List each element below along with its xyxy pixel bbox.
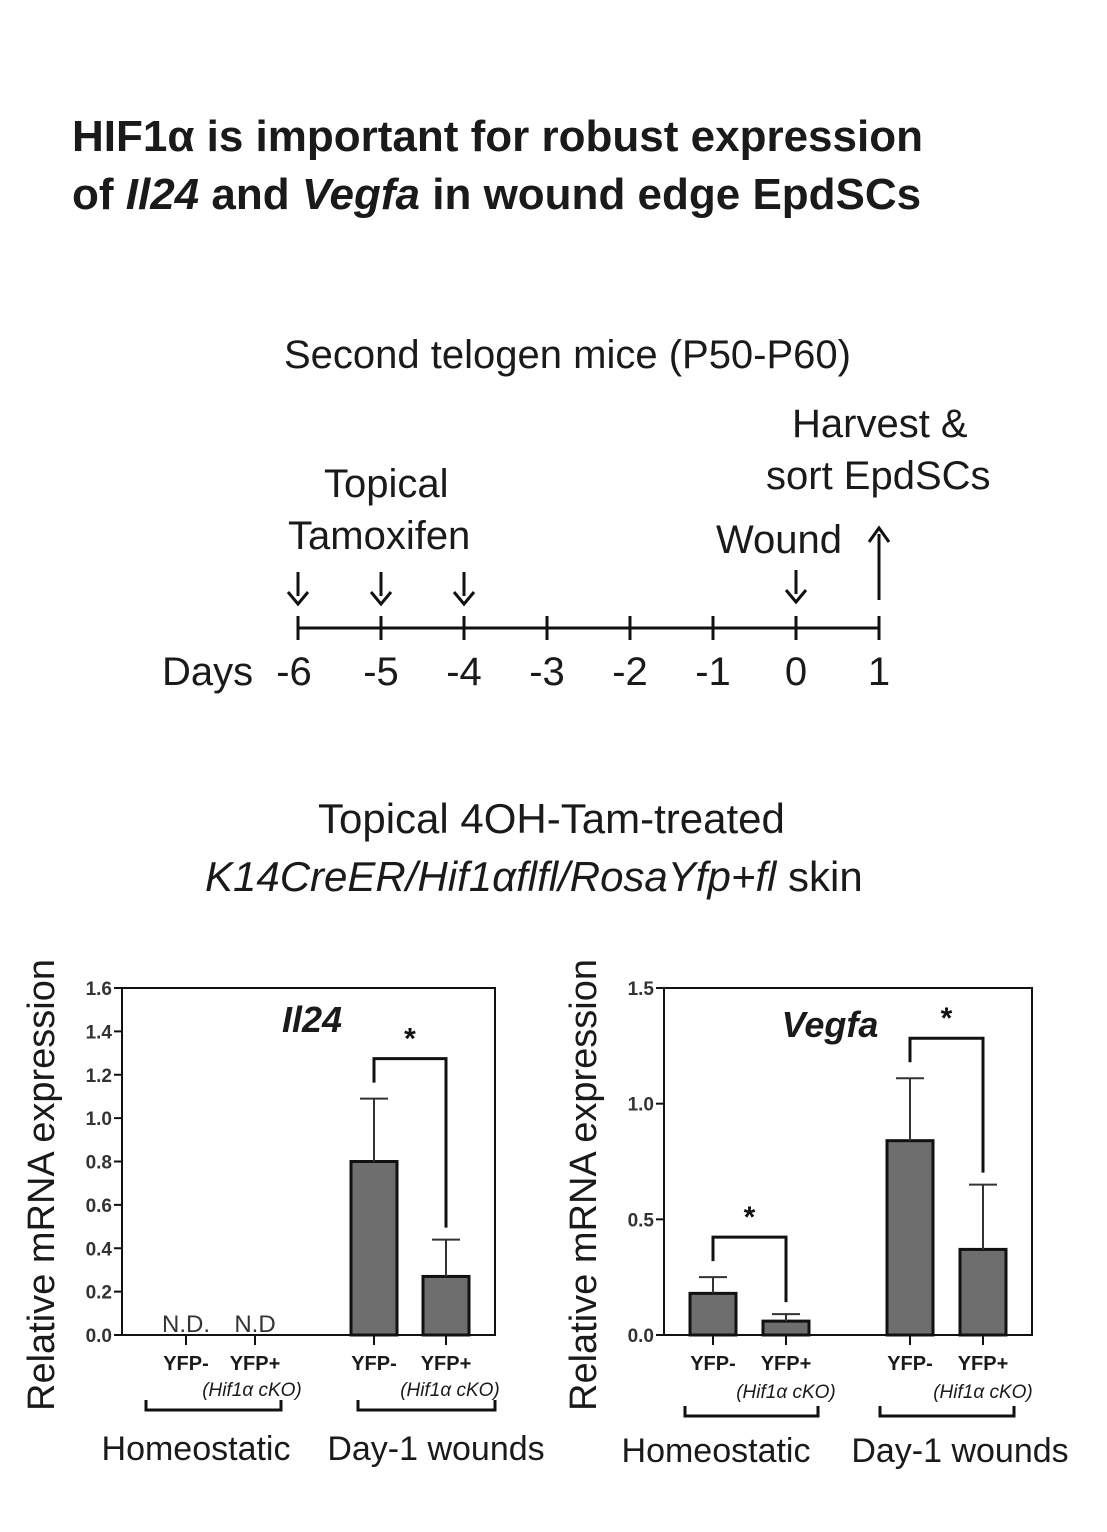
y-tick-label: 0.0	[86, 1326, 112, 1347]
plot-frame	[663, 987, 1033, 1336]
tamoxifen-arrow-icon-head	[369, 591, 393, 607]
il24-chart: 0.0 0.2 0.4 0.6 0.8 1.0 1.2 1.4 1.6 Relative mRNA…	[21, 959, 545, 1468]
category-label: YFP+	[958, 1353, 1009, 1375]
y-tick-label: 0.6	[86, 1196, 112, 1217]
topical-label-2: Tamoxifen	[288, 514, 471, 558]
y-tick-label: 1.0	[86, 1109, 112, 1130]
group-bracket	[356, 1400, 497, 1412]
title-suffix: in wound edge EpdSCs	[420, 170, 922, 219]
condition-line-2: K14CreER/Hif1αflfl/RosaYfp+fl skin	[205, 853, 863, 901]
day-label: 1	[868, 650, 890, 694]
y-tick-label: 0.4	[86, 1239, 113, 1260]
bar	[421, 1274, 471, 1337]
tamoxifen-arrow-icon-head	[452, 591, 476, 607]
y-tick-label: 0.5	[628, 1210, 655, 1231]
bar	[688, 1291, 738, 1337]
bar	[761, 1319, 811, 1337]
not-detected-label: N.D	[234, 1311, 275, 1338]
title-line-2: of Il24 and Vegfa in wound edge EpdSCs	[72, 166, 923, 224]
vegfa-chart: 0.0 0.5 1.0 1.5 Relative mRNA expression Vegf…	[563, 959, 1069, 1470]
significance-star: *	[941, 1002, 953, 1035]
category-label: YFP-	[163, 1353, 209, 1375]
timeline-svg: Days -6 -5 -4 -3 -2 -1 0 1	[162, 525, 891, 694]
significance-bracket	[372, 1057, 448, 1228]
harvest-arrow-icon-head	[867, 525, 891, 543]
chart-title: Il24	[282, 999, 342, 1040]
category-label: YFP+	[421, 1353, 472, 1375]
figure-title: HIF1α is important for robust expression…	[72, 108, 923, 224]
group-label: Homeostatic	[102, 1430, 291, 1468]
cko-note: (Hif1α cKO)	[933, 1382, 1033, 1403]
wound-label: Wound	[716, 518, 843, 562]
harvest-label-1: Harvest &	[792, 402, 968, 446]
group-label: Homeostatic	[622, 1432, 811, 1470]
day-label: -3	[529, 650, 565, 694]
day-label: 0	[785, 650, 807, 694]
category-label: YFP-	[690, 1353, 736, 1375]
significance-star: *	[744, 1201, 756, 1234]
significance-bracket	[711, 1235, 788, 1303]
day-label: -1	[695, 650, 731, 694]
topical-label-1: Topical	[324, 462, 449, 506]
day-label: -5	[363, 650, 399, 694]
skin-label: skin	[776, 853, 863, 900]
significance-bracket	[908, 1036, 985, 1173]
y-tick-label: 0.0	[628, 1326, 654, 1347]
title-and: and	[199, 170, 302, 219]
days-label: Days	[162, 650, 253, 694]
y-tick-label: 1.5	[628, 979, 655, 1000]
bar	[885, 1139, 935, 1337]
category-label: YFP+	[761, 1353, 812, 1375]
y-tick-label: 1.2	[86, 1066, 112, 1087]
timeline-header: Second telogen mice (P50-P60)	[284, 333, 851, 377]
condition-line-1: Topical 4OH-Tam-treated	[318, 795, 785, 842]
y-tick-label: 1.0	[628, 1095, 654, 1116]
category-label: YFP-	[887, 1353, 933, 1375]
y-tick-label: 1.6	[86, 979, 112, 1000]
category-label: YFP+	[230, 1353, 281, 1375]
group-bracket	[683, 1406, 820, 1418]
title-gene-vegfa: Vegfa	[301, 170, 421, 219]
group-label: Day-1 wounds	[327, 1430, 544, 1468]
group-bracket	[144, 1400, 283, 1412]
group-bracket	[878, 1406, 1016, 1418]
y-axis-label: Relative mRNA expression	[563, 959, 605, 1411]
y-tick-label: 1.4	[86, 1022, 113, 1043]
day-label: -6	[276, 650, 312, 694]
title-line-1: HIF1α is important for robust expression	[72, 112, 923, 161]
harvest-label-2: sort EpdSCs	[766, 454, 991, 498]
tamoxifen-arrow-icon-head	[286, 591, 310, 607]
y-axis-label: Relative mRNA expression	[21, 959, 63, 1411]
day-label: -2	[612, 650, 648, 694]
not-detected-label: N.D.	[162, 1311, 210, 1338]
genotype-label: K14CreER/Hif1αflfl/RosaYfp+fl	[205, 853, 777, 900]
y-tick-label: 0.8	[86, 1153, 112, 1174]
wound-arrow-icon-head	[784, 589, 808, 605]
group-label: Day-1 wounds	[851, 1432, 1068, 1470]
day-label: -4	[446, 650, 482, 694]
title-prefix: of	[72, 170, 126, 219]
cko-note: (Hif1α cKO)	[736, 1382, 836, 1403]
chart-title: Vegfa	[782, 1004, 879, 1045]
title-gene-il24: Il24	[125, 170, 200, 219]
bar	[958, 1247, 1008, 1337]
category-label: YFP-	[351, 1353, 397, 1375]
cko-note: (Hif1α cKO)	[400, 1380, 500, 1401]
cko-note: (Hif1α cKO)	[202, 1380, 302, 1401]
y-tick-label: 0.2	[86, 1283, 112, 1304]
significance-star: *	[404, 1023, 416, 1056]
